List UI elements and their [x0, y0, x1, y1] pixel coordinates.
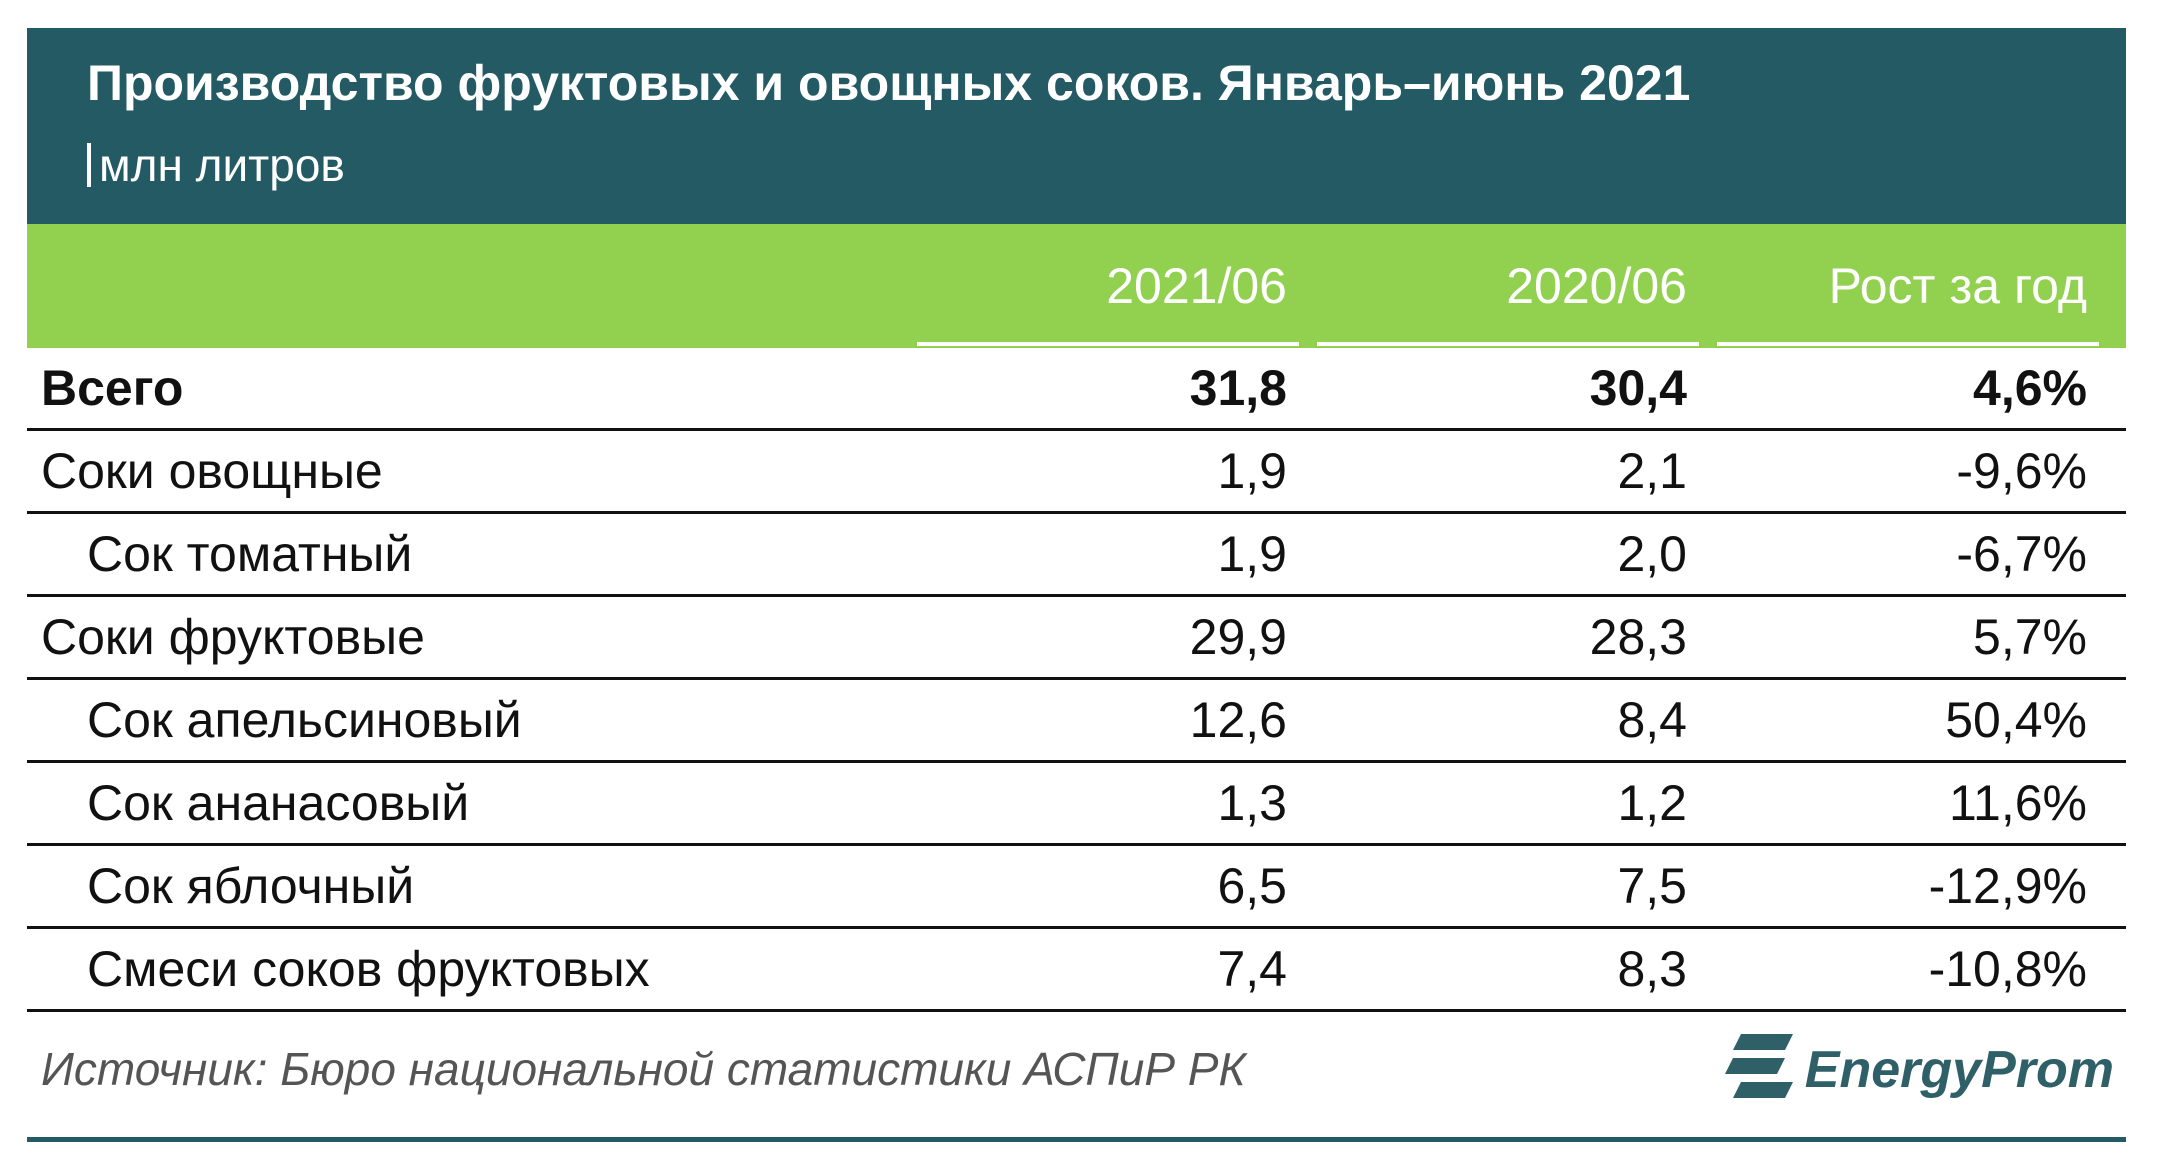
cell-2020: 2,1 — [1617, 443, 1687, 499]
row-label: Смеси соков фруктовых — [87, 941, 650, 997]
cell-growth: 4,6% — [1973, 360, 2087, 416]
cell-2020: 30,4 — [1589, 360, 1687, 416]
column-header-2021: 2021/06 — [917, 224, 1299, 348]
column-header-2020: 2020/06 — [1317, 224, 1699, 348]
table-row-fruit-juices: Соки фруктовые 29,9 28,3 5,7% — [27, 597, 2126, 680]
cell-2021: 7,4 — [1217, 941, 1287, 997]
table-row-vegetable-juices: Соки овощные 1,9 2,1 -9,6% — [27, 431, 2126, 514]
row-label: Всего — [41, 360, 184, 416]
table-row-apple-juice: Сок яблочный 6,5 7,5 -12,9% — [27, 846, 2126, 929]
cell-2021: 1,9 — [1217, 526, 1287, 582]
cell-2020: 8,4 — [1617, 692, 1687, 748]
table-header: Производство фруктовых и овощных соков. … — [27, 28, 2126, 224]
cell-growth: 50,4% — [1945, 692, 2087, 748]
cell-2021: 29,9 — [1189, 609, 1287, 665]
cell-2020: 1,2 — [1617, 775, 1687, 831]
cell-2020: 28,3 — [1589, 609, 1687, 665]
unit-label: млн литров — [99, 139, 345, 191]
table-subtitle: млн литров — [87, 138, 345, 192]
subtitle-bar — [87, 143, 91, 187]
table-row-orange-juice: Сок апельсиновый 12,6 8,4 50,4% — [27, 680, 2126, 763]
cell-2020: 2,0 — [1617, 526, 1687, 582]
cell-2021: 6,5 — [1217, 858, 1287, 914]
cell-growth: -12,9% — [1928, 858, 2087, 914]
row-label: Соки овощные — [41, 443, 383, 499]
row-label: Сок апельсиновый — [87, 692, 522, 748]
row-label: Сок яблочный — [87, 858, 415, 914]
source-note: Источник: Бюро национальной статистики А… — [41, 1043, 1246, 1095]
table-title: Производство фруктовых и овощных соков. … — [87, 55, 1691, 111]
cell-2020: 8,3 — [1617, 941, 1687, 997]
logo-wordmark: EnergyProm — [1804, 1041, 2114, 1099]
cell-growth: -10,8% — [1928, 941, 2087, 997]
cell-growth: -6,7% — [1956, 526, 2087, 582]
cell-growth: -9,6% — [1956, 443, 2087, 499]
table-row-fruit-juice-blends: Смеси соков фруктовых 7,4 8,3 -10,8% — [27, 929, 2126, 1012]
energyprom-logo: EnergyProm — [1723, 1030, 2114, 1110]
column-header-growth: Рост за год — [1717, 224, 2099, 348]
table-row-tomato-juice: Сок томатный 1,9 2,0 -6,7% — [27, 514, 2126, 597]
bottom-rule — [27, 1137, 2126, 1142]
table-footer: Источник: Бюро национальной статистики А… — [27, 1012, 2126, 1142]
row-label: Сок томатный — [87, 526, 413, 582]
row-label: Сок ананасовый — [87, 775, 470, 831]
cell-growth: 11,6% — [1948, 775, 2087, 831]
juice-production-table-card: Производство фруктовых и овощных соков. … — [27, 28, 2126, 1142]
row-label: Соки фруктовые — [41, 609, 425, 665]
energyprom-logo-icon — [1724, 1034, 1793, 1098]
table-row-pineapple-juice: Сок ананасовый 1,3 1,2 11,6% — [27, 763, 2126, 846]
cell-2020: 7,5 — [1617, 858, 1687, 914]
cell-2021: 12,6 — [1189, 692, 1287, 748]
table-row-total: Всего 31,8 30,4 4,6% — [27, 348, 2126, 431]
cell-2021: 1,9 — [1217, 443, 1287, 499]
cell-2021: 31,8 — [1189, 360, 1287, 416]
cell-2021: 1,3 — [1217, 775, 1287, 831]
table-body: Всего 31,8 30,4 4,6% Соки овощные 1,9 2,… — [27, 348, 2126, 1012]
column-header-row: 2021/06 2020/06 Рост за год — [27, 224, 2126, 348]
cell-growth: 5,7% — [1973, 609, 2087, 665]
